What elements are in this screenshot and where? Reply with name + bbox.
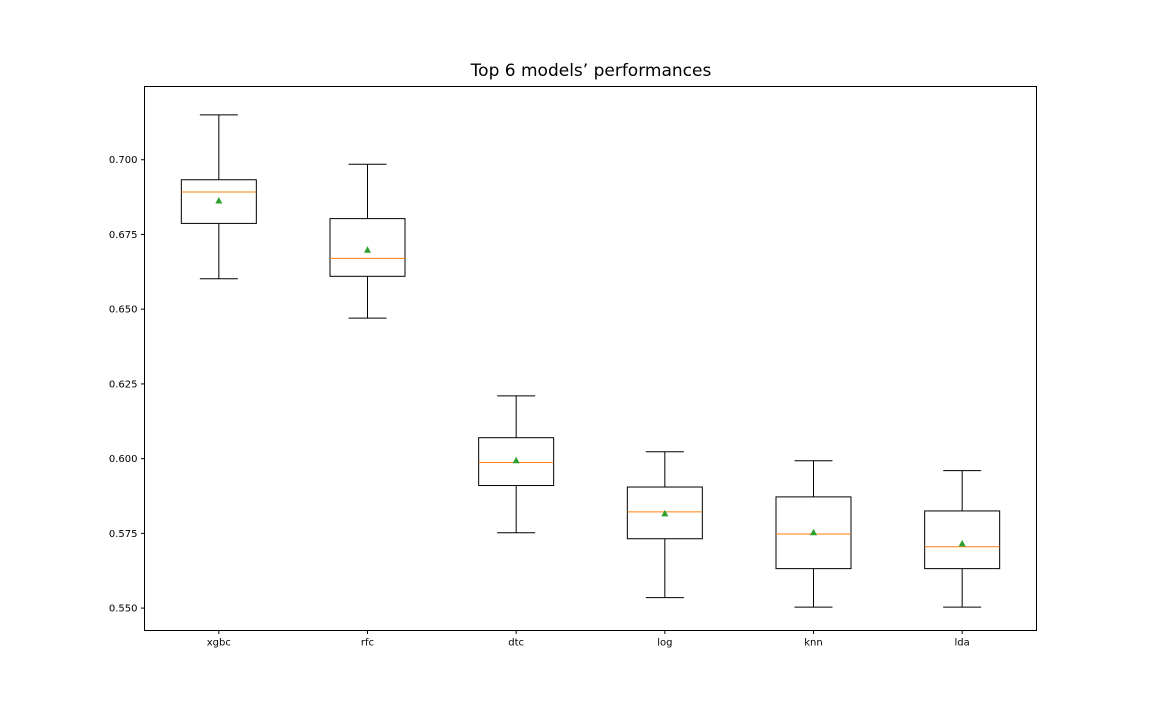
box-rfc bbox=[329, 163, 406, 319]
box-xgbc bbox=[180, 114, 257, 280]
x-tick-label: dtc bbox=[508, 638, 524, 649]
boxes bbox=[180, 114, 1001, 608]
y-axis: 0.550 0.575 0.600 0.625 0.650 0.675 0.700 bbox=[109, 155, 145, 615]
y-tick-label: 0.600 bbox=[109, 454, 138, 465]
mean-marker bbox=[364, 246, 371, 253]
iqr-box bbox=[626, 486, 703, 540]
iqr-box bbox=[775, 496, 852, 570]
iqr-box bbox=[924, 510, 1001, 570]
y-tick-label: 0.625 bbox=[109, 379, 138, 390]
mean-marker bbox=[810, 528, 817, 536]
iqr-box bbox=[478, 437, 555, 487]
chart-title: Top 6 models’ performances bbox=[470, 61, 712, 81]
box-knn bbox=[775, 460, 852, 608]
y-tick-label: 0.700 bbox=[109, 155, 138, 166]
iqr-box bbox=[180, 179, 257, 224]
box-lda bbox=[924, 470, 1001, 608]
box-dtc bbox=[478, 395, 555, 534]
x-axis: xgbc rfc dtc log knn lda bbox=[207, 630, 970, 649]
box-log bbox=[626, 451, 703, 599]
plot-frame bbox=[144, 86, 1037, 631]
iqr-box bbox=[329, 218, 406, 277]
y-tick-label: 0.650 bbox=[109, 305, 138, 316]
mean-marker bbox=[512, 456, 520, 464]
x-tick-label: knn bbox=[804, 638, 822, 649]
mean-marker bbox=[661, 509, 669, 517]
y-tick-label: 0.575 bbox=[109, 529, 138, 540]
x-tick-label: rfc bbox=[361, 638, 374, 649]
x-tick-label: xgbc bbox=[207, 638, 231, 649]
x-tick-label: log bbox=[657, 638, 672, 649]
mean-marker bbox=[958, 539, 966, 547]
y-tick-label: 0.550 bbox=[109, 604, 138, 615]
y-tick-label: 0.675 bbox=[109, 230, 138, 241]
mean-marker bbox=[215, 196, 223, 204]
x-tick-label: lda bbox=[955, 638, 970, 649]
